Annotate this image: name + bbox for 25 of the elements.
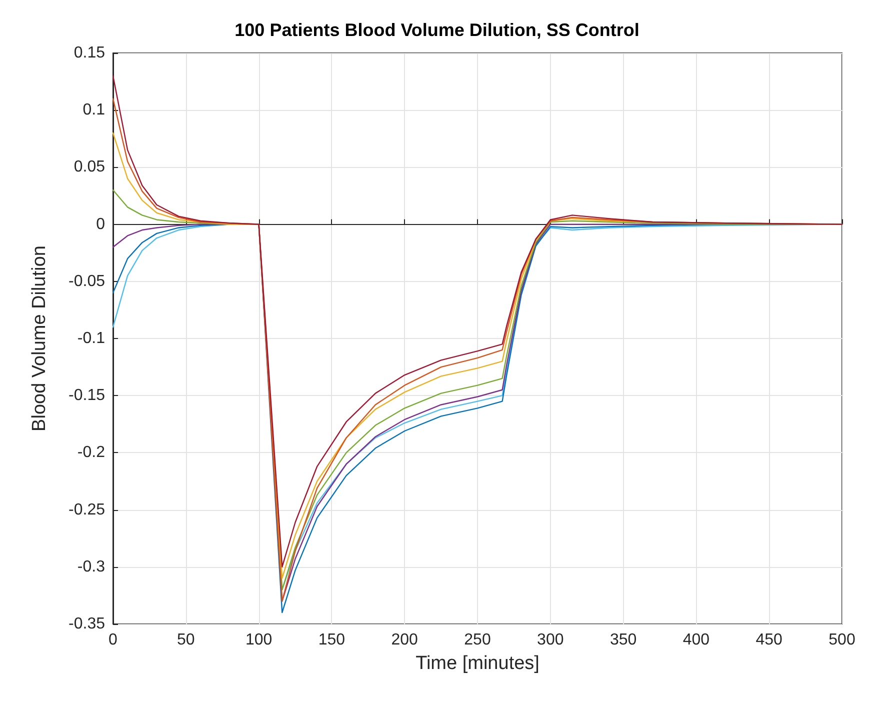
- x-tick-label: 150: [318, 632, 346, 648]
- y-tick-label: 0: [96, 216, 106, 233]
- x-tick-label: 0: [108, 632, 118, 648]
- x-tick-label: 50: [177, 632, 195, 648]
- y-tick-label: -0.05: [68, 272, 106, 290]
- y-axis-title: Blood Volume Dilution: [29, 246, 50, 432]
- y-tick-label: 0.1: [82, 102, 106, 119]
- y-tick-label: -0.35: [68, 616, 106, 632]
- chart-title: 100 Patients Blood Volume Dilution, SS Control: [234, 20, 640, 40]
- x-tick-label: 300: [537, 632, 564, 648]
- x-tick-label: 350: [610, 632, 637, 648]
- y-tick-label: -0.15: [68, 387, 106, 404]
- x-tick-label: 450: [756, 632, 783, 648]
- y-tick-label: 0.15: [74, 44, 106, 62]
- x-tick-label: 500: [828, 632, 856, 648]
- y-tick-label: -0.1: [77, 330, 106, 347]
- x-tick-label: 200: [391, 632, 418, 648]
- x-axis-title: Time [minutes]: [416, 653, 540, 674]
- x-tick-label: 100: [245, 632, 272, 648]
- y-tick-label: -0.25: [68, 501, 106, 518]
- y-tick-label: 0.05: [74, 158, 106, 176]
- y-tick-label: -0.2: [77, 444, 106, 462]
- y-tick-label: -0.3: [77, 558, 106, 576]
- x-tick-label: 400: [682, 632, 710, 648]
- x-tick-label: 250: [464, 632, 491, 648]
